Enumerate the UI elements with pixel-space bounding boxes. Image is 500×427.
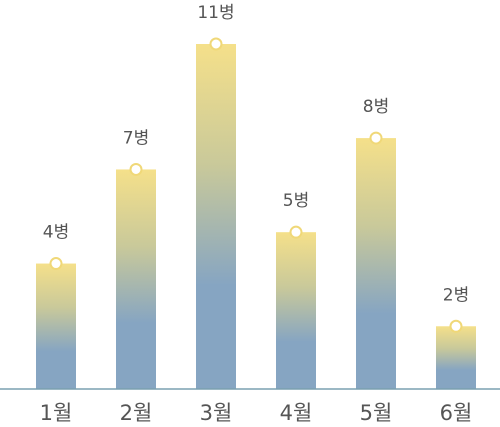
data-label-5: 8병 — [363, 97, 389, 117]
bar-marker-6 — [449, 319, 463, 333]
bars-group — [36, 44, 476, 389]
bar-marker-3 — [209, 37, 223, 51]
bar-6 — [436, 326, 476, 389]
x-tick-label-4: 4월 — [280, 401, 313, 425]
data-label-2: 7병 — [123, 128, 149, 148]
x-tick-label-5: 5월 — [360, 401, 393, 425]
data-label-1: 4병 — [43, 223, 69, 243]
bar-3 — [196, 44, 236, 389]
x-tick-label-2: 2월 — [120, 401, 153, 425]
data-label-4: 5병 — [283, 191, 309, 211]
bar-marker-2 — [129, 162, 143, 176]
x-tick-labels-group: 1월 2월 3월 4월 5월 6월 — [40, 401, 473, 425]
data-label-6: 2병 — [443, 285, 469, 305]
bar-4 — [276, 232, 316, 389]
x-tick-label-1: 1월 — [40, 401, 73, 425]
bar-marker-1 — [49, 257, 63, 271]
bar-2 — [116, 169, 156, 389]
data-label-3: 11병 — [197, 3, 234, 23]
x-tick-label-3: 3월 — [200, 401, 233, 425]
data-labels-group: 4병 7병 11병 5병 8병 2병 — [43, 3, 469, 305]
bar-1 — [36, 263, 76, 389]
bar-marker-4 — [289, 225, 303, 239]
bar-marker-5 — [369, 131, 383, 145]
markers-group — [49, 37, 463, 333]
x-tick-label-6: 6월 — [440, 401, 473, 425]
bar-5 — [356, 138, 396, 389]
